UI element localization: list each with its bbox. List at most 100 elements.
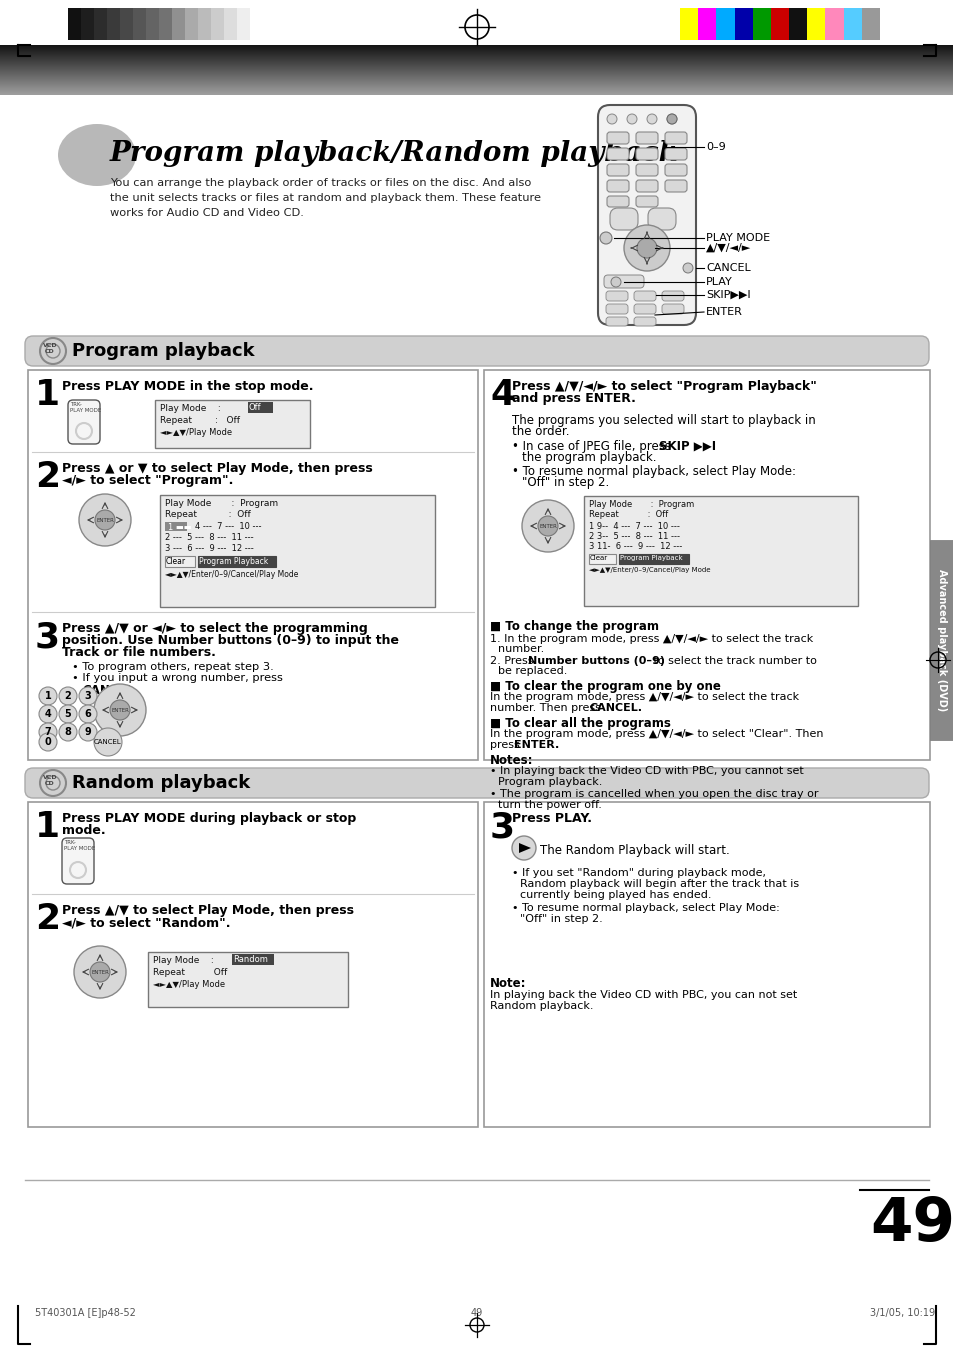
Text: be replaced.: be replaced. (497, 666, 567, 676)
Circle shape (666, 113, 677, 124)
Text: Program playback: Program playback (71, 342, 254, 359)
Text: 3: 3 (35, 620, 60, 654)
Text: Press ▲/▼ or ◄/► to select the programming: Press ▲/▼ or ◄/► to select the programmi… (62, 621, 367, 635)
Circle shape (637, 238, 657, 258)
Text: position. Use Number buttons (0–9) to input the: position. Use Number buttons (0–9) to in… (62, 634, 398, 647)
Text: • To program others, repeat step 3.: • To program others, repeat step 3. (71, 662, 274, 671)
Text: In playing back the Video CD with PBC, you can not set: In playing back the Video CD with PBC, y… (490, 990, 797, 1000)
Bar (752, 8, 770, 41)
Bar (929, 540, 953, 740)
Text: "Off" in step 2.: "Off" in step 2. (521, 476, 609, 489)
Text: 4 ---  7 ---  10 ---: 4 --- 7 --- 10 --- (194, 521, 261, 531)
Bar (28, 802, 477, 1127)
Text: ENTER: ENTER (91, 970, 109, 974)
Text: Program Playback: Program Playback (619, 555, 682, 561)
Text: You can arrange the playback order of tracks or files on the disc. And also: You can arrange the playback order of tr… (110, 178, 531, 188)
Text: ENTER.: ENTER. (514, 740, 558, 750)
Text: CANCEL: CANCEL (705, 263, 750, 273)
Text: • To resume normal playback, select Play Mode:: • To resume normal playback, select Play… (512, 902, 779, 913)
Circle shape (74, 946, 126, 998)
Text: 3 ---  6 ---  9 ---  12 ---: 3 --- 6 --- 9 --- 12 --- (165, 544, 253, 553)
Text: Press ▲/▼/◄/► to select "Program Playback": Press ▲/▼/◄/► to select "Program Playbac… (512, 380, 816, 393)
Text: Repeat        :   Off: Repeat : Off (160, 416, 240, 426)
Text: the order.: the order. (512, 426, 569, 438)
Text: CANCEL: CANCEL (94, 739, 122, 744)
Bar (211, 8, 224, 41)
Text: works for Audio CD and Video CD.: works for Audio CD and Video CD. (110, 208, 304, 218)
Circle shape (606, 113, 617, 124)
Text: turn the power off.: turn the power off. (497, 800, 601, 811)
Text: mode.: mode. (62, 824, 106, 838)
Text: 0–9: 0–9 (705, 142, 725, 153)
Text: the unit selects tracks or files at random and playback them. These feature: the unit selects tracks or files at rand… (110, 193, 540, 203)
Text: VCD: VCD (43, 343, 57, 349)
FancyBboxPatch shape (664, 180, 686, 192)
Text: 3 11-  6 ---  9 ---  12 ---: 3 11- 6 --- 9 --- 12 --- (588, 542, 681, 551)
Bar (146, 8, 159, 41)
FancyBboxPatch shape (664, 149, 686, 159)
FancyBboxPatch shape (636, 149, 658, 159)
FancyBboxPatch shape (605, 304, 627, 313)
Text: SKIP▶▶I: SKIP▶▶I (705, 290, 750, 300)
Text: Press PLAY MODE during playback or stop: Press PLAY MODE during playback or stop (62, 812, 355, 825)
Text: ENTER: ENTER (705, 307, 742, 317)
Text: ◄►▲▼/Enter/0–9/Cancel/Play Mode: ◄►▲▼/Enter/0–9/Cancel/Play Mode (165, 570, 298, 580)
FancyBboxPatch shape (62, 838, 94, 884)
Bar (770, 8, 788, 41)
Circle shape (59, 723, 77, 740)
Circle shape (646, 113, 657, 124)
Text: Advanced playback (DVD): Advanced playback (DVD) (936, 569, 946, 711)
Circle shape (666, 113, 677, 124)
FancyBboxPatch shape (636, 132, 658, 145)
Text: Off: Off (249, 403, 261, 412)
Circle shape (79, 688, 97, 705)
Text: 1: 1 (35, 378, 60, 412)
Text: 3/1/05, 10:19: 3/1/05, 10:19 (869, 1308, 934, 1319)
Text: ENTER: ENTER (96, 517, 113, 523)
Text: • If you input a wrong number, press: • If you input a wrong number, press (71, 673, 283, 684)
Bar (81, 8, 94, 41)
Text: 49: 49 (471, 1308, 482, 1319)
Bar (120, 8, 132, 41)
Bar (716, 8, 734, 41)
FancyBboxPatch shape (606, 196, 628, 207)
Bar (165, 557, 194, 567)
Bar (483, 370, 929, 761)
Text: Repeat          Off: Repeat Off (152, 969, 227, 977)
Text: The Random Playback will start.: The Random Playback will start. (539, 844, 729, 857)
Bar (94, 8, 107, 41)
Bar (160, 494, 435, 607)
Text: Play Mode    :: Play Mode : (160, 404, 226, 413)
Text: 7: 7 (45, 727, 51, 738)
FancyBboxPatch shape (664, 163, 686, 176)
Text: and press ENTER.: and press ENTER. (512, 392, 636, 405)
Bar (842, 8, 861, 41)
Text: Program playback.: Program playback. (497, 777, 601, 788)
Text: Play Mode    :: Play Mode : (152, 957, 219, 965)
FancyBboxPatch shape (636, 196, 658, 207)
Bar (148, 952, 348, 1006)
Text: ◄/► to select "Random".: ◄/► to select "Random". (62, 916, 231, 929)
Circle shape (599, 232, 612, 245)
Circle shape (79, 705, 97, 723)
Polygon shape (518, 843, 531, 852)
FancyBboxPatch shape (606, 149, 628, 159)
Circle shape (94, 728, 122, 757)
Circle shape (95, 509, 115, 530)
Text: Press PLAY MODE in the stop mode.: Press PLAY MODE in the stop mode. (62, 380, 314, 393)
Text: Clear: Clear (589, 555, 607, 561)
Text: In the program mode, press ▲/▼/◄/► to select the track: In the program mode, press ▲/▼/◄/► to se… (490, 692, 799, 703)
Text: The programs you selected will start to playback in: The programs you selected will start to … (512, 413, 815, 427)
Text: Program Playback: Program Playback (199, 557, 268, 566)
Bar (734, 8, 752, 41)
Text: 1 ▬▬: 1 ▬▬ (168, 523, 192, 532)
Bar (483, 802, 929, 1127)
Ellipse shape (58, 124, 136, 186)
FancyBboxPatch shape (609, 208, 638, 230)
Bar (824, 8, 842, 41)
Text: Press ▲ or ▼ to select Play Mode, then press: Press ▲ or ▼ to select Play Mode, then p… (62, 462, 373, 476)
Text: Notes:: Notes: (490, 754, 533, 767)
FancyBboxPatch shape (636, 180, 658, 192)
Text: Play Mode       :  Program: Play Mode : Program (588, 500, 694, 509)
Text: 1: 1 (35, 811, 60, 844)
